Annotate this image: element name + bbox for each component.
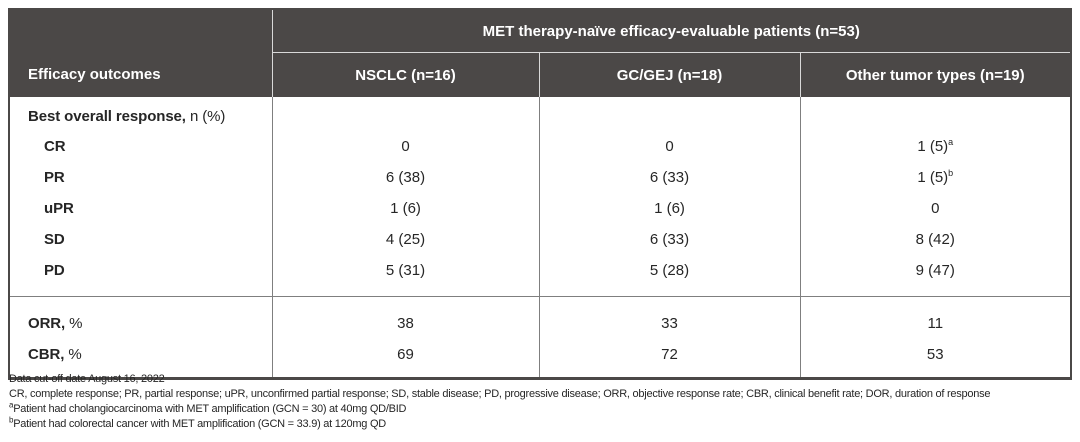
- cell-value: 6 (33): [538, 162, 800, 193]
- footnote-marker: b: [9, 415, 14, 425]
- row-label: uPR: [44, 200, 74, 217]
- footnote-line: Data cut-off date August 16, 2022: [9, 373, 165, 385]
- cell-value: [271, 97, 539, 131]
- table-row: ORR, % 38 33 11: [9, 296, 1072, 339]
- cell-value: 38: [271, 296, 539, 339]
- row-label-suffix: n (%): [185, 107, 226, 125]
- footnote-marker: a: [9, 400, 14, 410]
- efficacy-table-container: Efficacy outcomes MET therapy-naïve effi…: [8, 8, 1073, 380]
- cell-value: [799, 97, 1072, 131]
- table-row: CR 0 0 1 (5)a: [9, 131, 1072, 162]
- footnote-marker: a: [948, 137, 954, 147]
- header-group-title: MET therapy-naïve efficacy-evaluable pat…: [271, 9, 1072, 53]
- row-label: PR: [44, 169, 65, 186]
- cell-value: 72: [538, 339, 800, 379]
- table-header: Efficacy outcomes MET therapy-naïve effi…: [9, 9, 1072, 97]
- cell-value: 9 (47): [799, 255, 1072, 297]
- header-row-columns: NSCLC (n=16) GC/GEJ (n=18) Other tumor t…: [9, 52, 1072, 97]
- cell-value: 6 (38): [271, 162, 539, 193]
- cell-value: [538, 97, 800, 131]
- table-row: CBR, % 69 72 53: [9, 339, 1072, 379]
- footnote-line: aPatient had cholangiocarcinoma with MET…: [9, 400, 407, 415]
- table-row: PR 6 (38) 6 (33) 1 (5)b: [9, 162, 1072, 193]
- row-label-suffix: %: [64, 346, 82, 363]
- row-label: CBR, %: [28, 346, 82, 363]
- footnote-marker: b: [948, 168, 954, 178]
- cell-value: 33: [538, 296, 800, 339]
- column-header-other-tumor-types: Other tumor types (n=19): [799, 52, 1072, 97]
- cell-value: 4 (25): [271, 224, 539, 255]
- cell-value: 0: [799, 193, 1072, 224]
- footnotes: Data cut-off date August 16, 2022 CR, com…: [9, 372, 1080, 432]
- cell-value: 53: [799, 339, 1072, 379]
- table-row: Best overall response, n (%): [9, 97, 1072, 131]
- cell-value: 1 (5)b: [799, 162, 1072, 193]
- row-label: ORR, %: [9, 296, 272, 339]
- cell-value: 5 (28): [538, 255, 800, 297]
- table-row: SD 4 (25) 6 (33) 8 (42): [9, 224, 1072, 255]
- cell-value: 5 (31): [271, 255, 539, 297]
- footnote-line: CR, complete response; PR, partial respo…: [9, 388, 991, 400]
- cell-value: 1 (6): [271, 193, 539, 224]
- cell-value: 69: [271, 339, 539, 379]
- cell-value: 0: [271, 131, 539, 162]
- efficacy-outcomes-table: Efficacy outcomes MET therapy-naïve effi…: [8, 8, 1073, 380]
- cell-value: 8 (42): [799, 224, 1072, 255]
- footnote-line: bPatient had colorectal cancer with MET …: [9, 415, 386, 430]
- row-label: PD: [44, 262, 65, 279]
- cell-value: 0: [538, 131, 800, 162]
- column-header-nsclc: NSCLC (n=16): [271, 52, 539, 97]
- row-label-suffix: %: [65, 315, 83, 332]
- cell-value: 11: [799, 296, 1072, 339]
- row-label: CR: [44, 138, 66, 155]
- cell-value: 6 (33): [538, 224, 800, 255]
- header-row-title: Efficacy outcomes MET therapy-naïve effi…: [9, 9, 1072, 97]
- table-body: Best overall response, n (%) CR 0 0 1 (5)a PR…: [9, 97, 1072, 379]
- column-header-efficacy-outcomes: Efficacy outcomes: [9, 9, 272, 97]
- column-header-gcgej: GC/GEJ (n=18): [538, 52, 800, 97]
- table-row: PD 5 (31) 5 (28) 9 (47): [9, 255, 1072, 297]
- cell-value: 1 (6): [538, 193, 800, 224]
- cell-value: 1 (5)a: [799, 131, 1072, 162]
- row-label: SD: [44, 231, 65, 248]
- table-row: uPR 1 (6) 1 (6) 0: [9, 193, 1072, 224]
- row-label: Best overall response, n (%): [28, 107, 226, 125]
